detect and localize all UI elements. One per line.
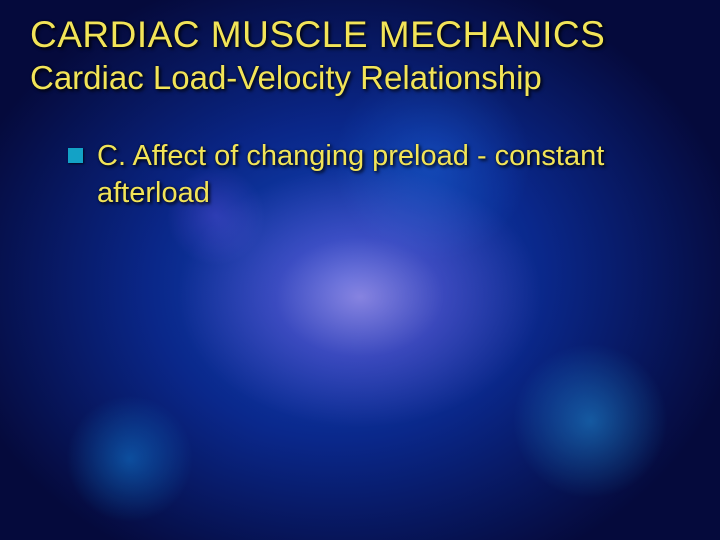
slide: CARDIAC MUSCLE MECHANICS Cardiac Load-Ve… xyxy=(0,0,720,540)
slide-title: CARDIAC MUSCLE MECHANICS xyxy=(30,14,690,57)
slide-content: CARDIAC MUSCLE MECHANICS Cardiac Load-Ve… xyxy=(0,0,720,211)
slide-subtitle: Cardiac Load-Velocity Relationship xyxy=(30,59,690,97)
bullet-item: C. Affect of changing preload - constant… xyxy=(30,138,690,211)
bullet-text: C. Affect of changing preload - constant… xyxy=(97,138,687,211)
bullet-square-icon xyxy=(68,148,83,163)
